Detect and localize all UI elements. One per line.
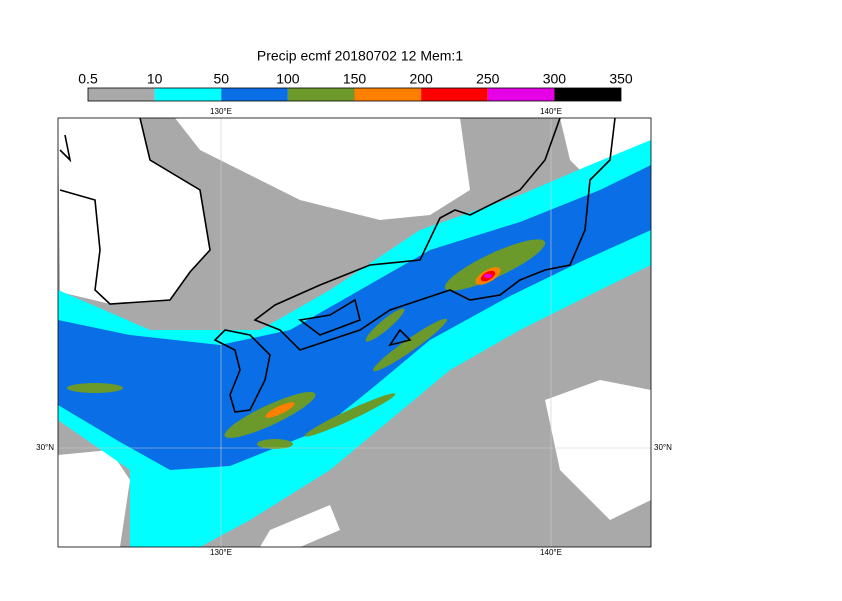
legend-label: 300	[543, 71, 567, 87]
legend-label: 50	[213, 71, 229, 87]
precip-patch	[484, 274, 492, 278]
lon-label: 130°E	[210, 548, 232, 557]
legend-swatch	[221, 88, 288, 101]
lat-label: 30°N	[654, 443, 672, 452]
legend-label: 0.5	[78, 71, 98, 87]
map	[58, 118, 651, 547]
legend-swatch	[421, 88, 488, 101]
precip-patch	[67, 239, 546, 449]
dry-area	[58, 118, 651, 547]
legend-swatch	[554, 88, 621, 101]
legend-frame	[87, 87, 622, 102]
lon-label: 130°E	[210, 107, 232, 116]
legend-swatch	[287, 88, 355, 101]
legend-swatch	[88, 88, 155, 101]
precip-patch	[265, 402, 295, 418]
lat-label: 30°N	[36, 443, 54, 452]
legend-label: 100	[276, 71, 300, 87]
legend-label: 350	[609, 71, 633, 87]
lon-label: 140°E	[540, 107, 562, 116]
coastline	[59, 118, 616, 413]
legend-swatch	[487, 88, 555, 101]
legend-swatch	[354, 88, 422, 101]
legend-label: 200	[409, 71, 433, 87]
legend-swatch	[154, 88, 222, 101]
legend-label: 250	[476, 71, 500, 87]
title: Precip ecmf 20180702 12 Mem:1	[257, 48, 463, 64]
lon-label: 140°E	[540, 548, 562, 557]
legend-label: 10	[147, 71, 163, 87]
map-frame	[57, 117, 652, 548]
legend: 0.5 10 50 100 150 200 250 300 350	[78, 71, 633, 102]
precip-band	[58, 165, 651, 470]
legend-label: 150	[343, 71, 367, 87]
dry-land	[58, 118, 470, 304]
